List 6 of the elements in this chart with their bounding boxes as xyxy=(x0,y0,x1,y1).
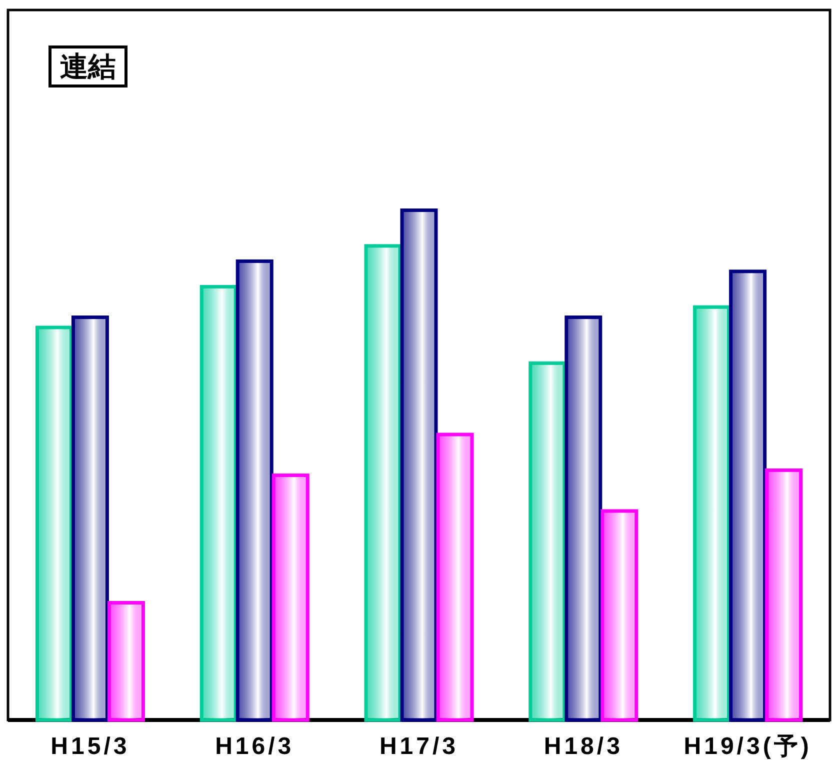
chart-title: 連結 xyxy=(60,51,116,82)
x-tick-label: H16/3 xyxy=(215,733,294,760)
x-tick-label: H18/3 xyxy=(544,733,623,760)
x-tick-label: H15/3 xyxy=(50,733,130,760)
x-tick-label: H19/3(予) xyxy=(684,733,812,760)
x-tick-label: H17/3 xyxy=(379,733,459,760)
